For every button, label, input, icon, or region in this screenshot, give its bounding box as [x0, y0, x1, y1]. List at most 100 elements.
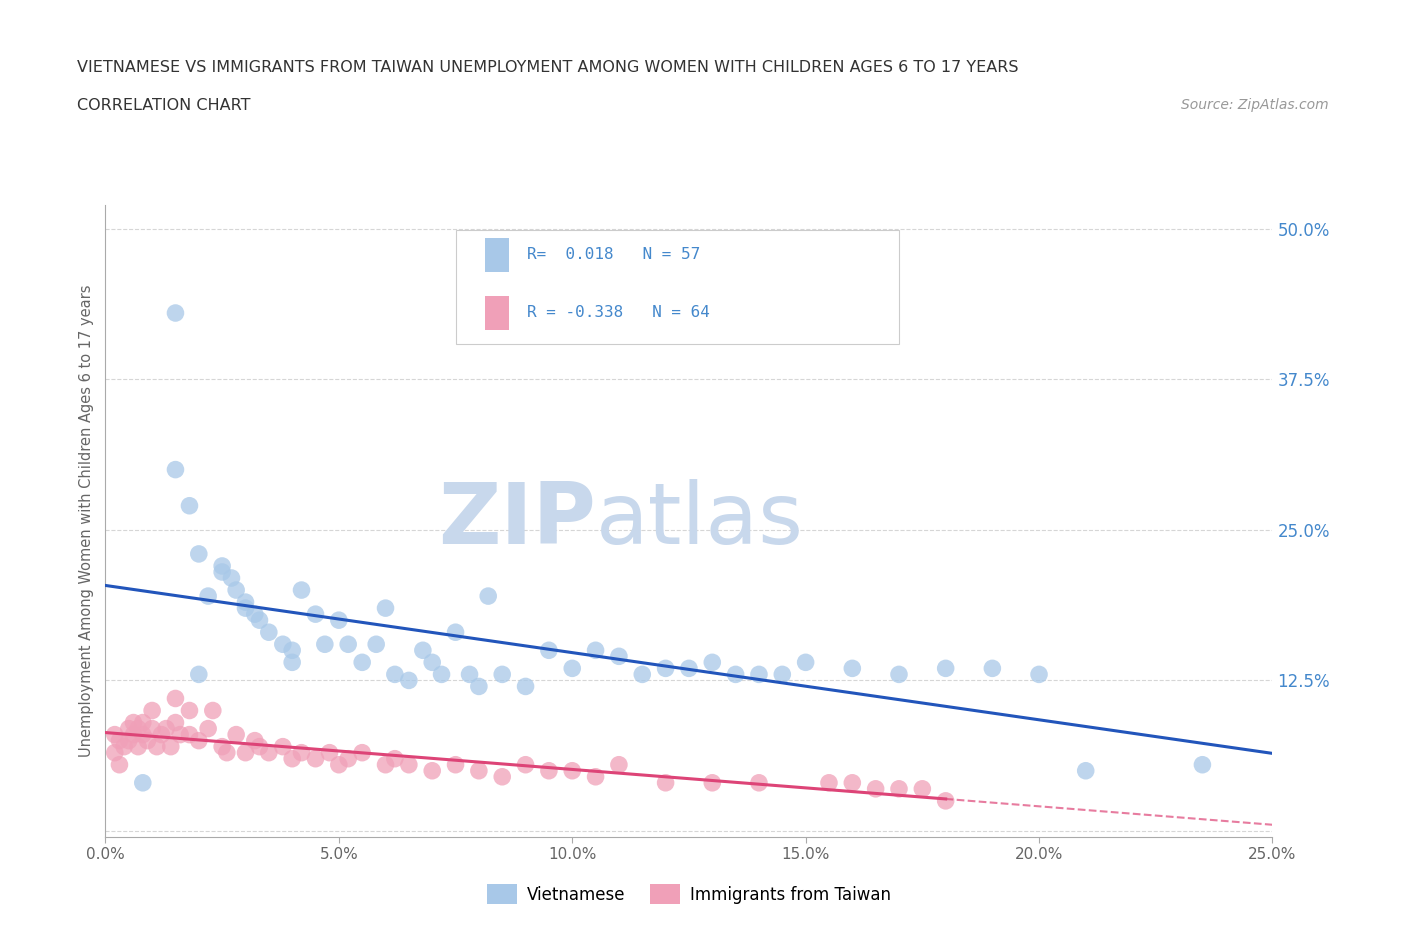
- Point: [818, 776, 841, 790]
- Point: [841, 776, 863, 790]
- Point: [197, 589, 219, 604]
- Point: [112, 739, 135, 754]
- Point: [887, 781, 910, 796]
- Point: [165, 462, 187, 477]
- Point: [384, 751, 406, 766]
- Point: [561, 661, 583, 676]
- Point: [155, 721, 177, 736]
- Point: [352, 745, 374, 760]
- Text: Source: ZipAtlas.com: Source: ZipAtlas.com: [1181, 98, 1329, 112]
- Point: [104, 727, 127, 742]
- Point: [249, 613, 271, 628]
- Point: [444, 757, 467, 772]
- Point: [748, 667, 770, 682]
- Point: [374, 757, 396, 772]
- Point: [935, 793, 957, 808]
- Point: [607, 757, 630, 772]
- Point: [318, 745, 340, 760]
- Point: [281, 643, 304, 658]
- Point: [654, 776, 676, 790]
- Point: [981, 661, 1004, 676]
- Point: [537, 643, 560, 658]
- Point: [1191, 757, 1213, 772]
- Point: [118, 733, 141, 748]
- Point: [132, 715, 155, 730]
- Point: [150, 727, 173, 742]
- Point: [585, 643, 607, 658]
- Point: [515, 757, 537, 772]
- Point: [290, 582, 312, 597]
- Point: [702, 655, 724, 670]
- Point: [887, 667, 910, 682]
- Point: [225, 582, 247, 597]
- Point: [118, 721, 141, 736]
- Point: [794, 655, 817, 670]
- Point: [235, 601, 257, 616]
- Point: [678, 661, 700, 676]
- Point: [607, 649, 630, 664]
- Point: [561, 764, 583, 778]
- Point: [430, 667, 453, 682]
- Point: [420, 764, 443, 778]
- Point: [159, 739, 181, 754]
- Bar: [485, 238, 509, 272]
- Point: [841, 661, 863, 676]
- Point: [146, 739, 169, 754]
- Text: VIETNAMESE VS IMMIGRANTS FROM TAIWAN UNEMPLOYMENT AMONG WOMEN WITH CHILDREN AGES: VIETNAMESE VS IMMIGRANTS FROM TAIWAN UNE…: [77, 60, 1019, 75]
- Point: [412, 643, 434, 658]
- Point: [458, 667, 481, 682]
- Point: [187, 667, 209, 682]
- Y-axis label: Unemployment Among Women with Children Ages 6 to 17 years: Unemployment Among Women with Children A…: [79, 285, 94, 757]
- Point: [271, 637, 294, 652]
- Point: [132, 727, 155, 742]
- Point: [132, 776, 155, 790]
- Text: R = -0.338   N = 64: R = -0.338 N = 64: [527, 305, 710, 321]
- Point: [211, 565, 233, 579]
- Point: [127, 739, 149, 754]
- Point: [328, 757, 350, 772]
- Point: [257, 625, 280, 640]
- Point: [444, 625, 467, 640]
- Point: [179, 703, 201, 718]
- Point: [108, 733, 131, 748]
- Point: [243, 733, 266, 748]
- Text: atlas: atlas: [596, 479, 804, 563]
- Point: [211, 739, 233, 754]
- Point: [290, 745, 312, 760]
- Point: [515, 679, 537, 694]
- Point: [1074, 764, 1097, 778]
- Point: [491, 769, 513, 784]
- Point: [281, 751, 304, 766]
- Point: [374, 601, 396, 616]
- Point: [420, 655, 443, 670]
- Point: [770, 667, 793, 682]
- Point: [165, 691, 187, 706]
- Point: [281, 655, 304, 670]
- Point: [179, 498, 201, 513]
- Point: [187, 547, 209, 562]
- Point: [257, 745, 280, 760]
- Point: [585, 769, 607, 784]
- Point: [169, 727, 191, 742]
- Point: [187, 733, 209, 748]
- Point: [141, 703, 163, 718]
- Point: [165, 715, 187, 730]
- FancyBboxPatch shape: [456, 230, 898, 344]
- Point: [243, 606, 266, 621]
- Point: [235, 745, 257, 760]
- Point: [165, 306, 187, 321]
- Point: [122, 727, 145, 742]
- Point: [141, 721, 163, 736]
- Point: [179, 727, 201, 742]
- Point: [104, 745, 127, 760]
- Point: [748, 776, 770, 790]
- Bar: [485, 296, 509, 330]
- Point: [201, 703, 224, 718]
- Point: [337, 637, 360, 652]
- Point: [398, 673, 420, 688]
- Point: [235, 594, 257, 609]
- Point: [468, 679, 491, 694]
- Text: ZIP: ZIP: [437, 479, 596, 563]
- Point: [136, 733, 159, 748]
- Point: [304, 606, 326, 621]
